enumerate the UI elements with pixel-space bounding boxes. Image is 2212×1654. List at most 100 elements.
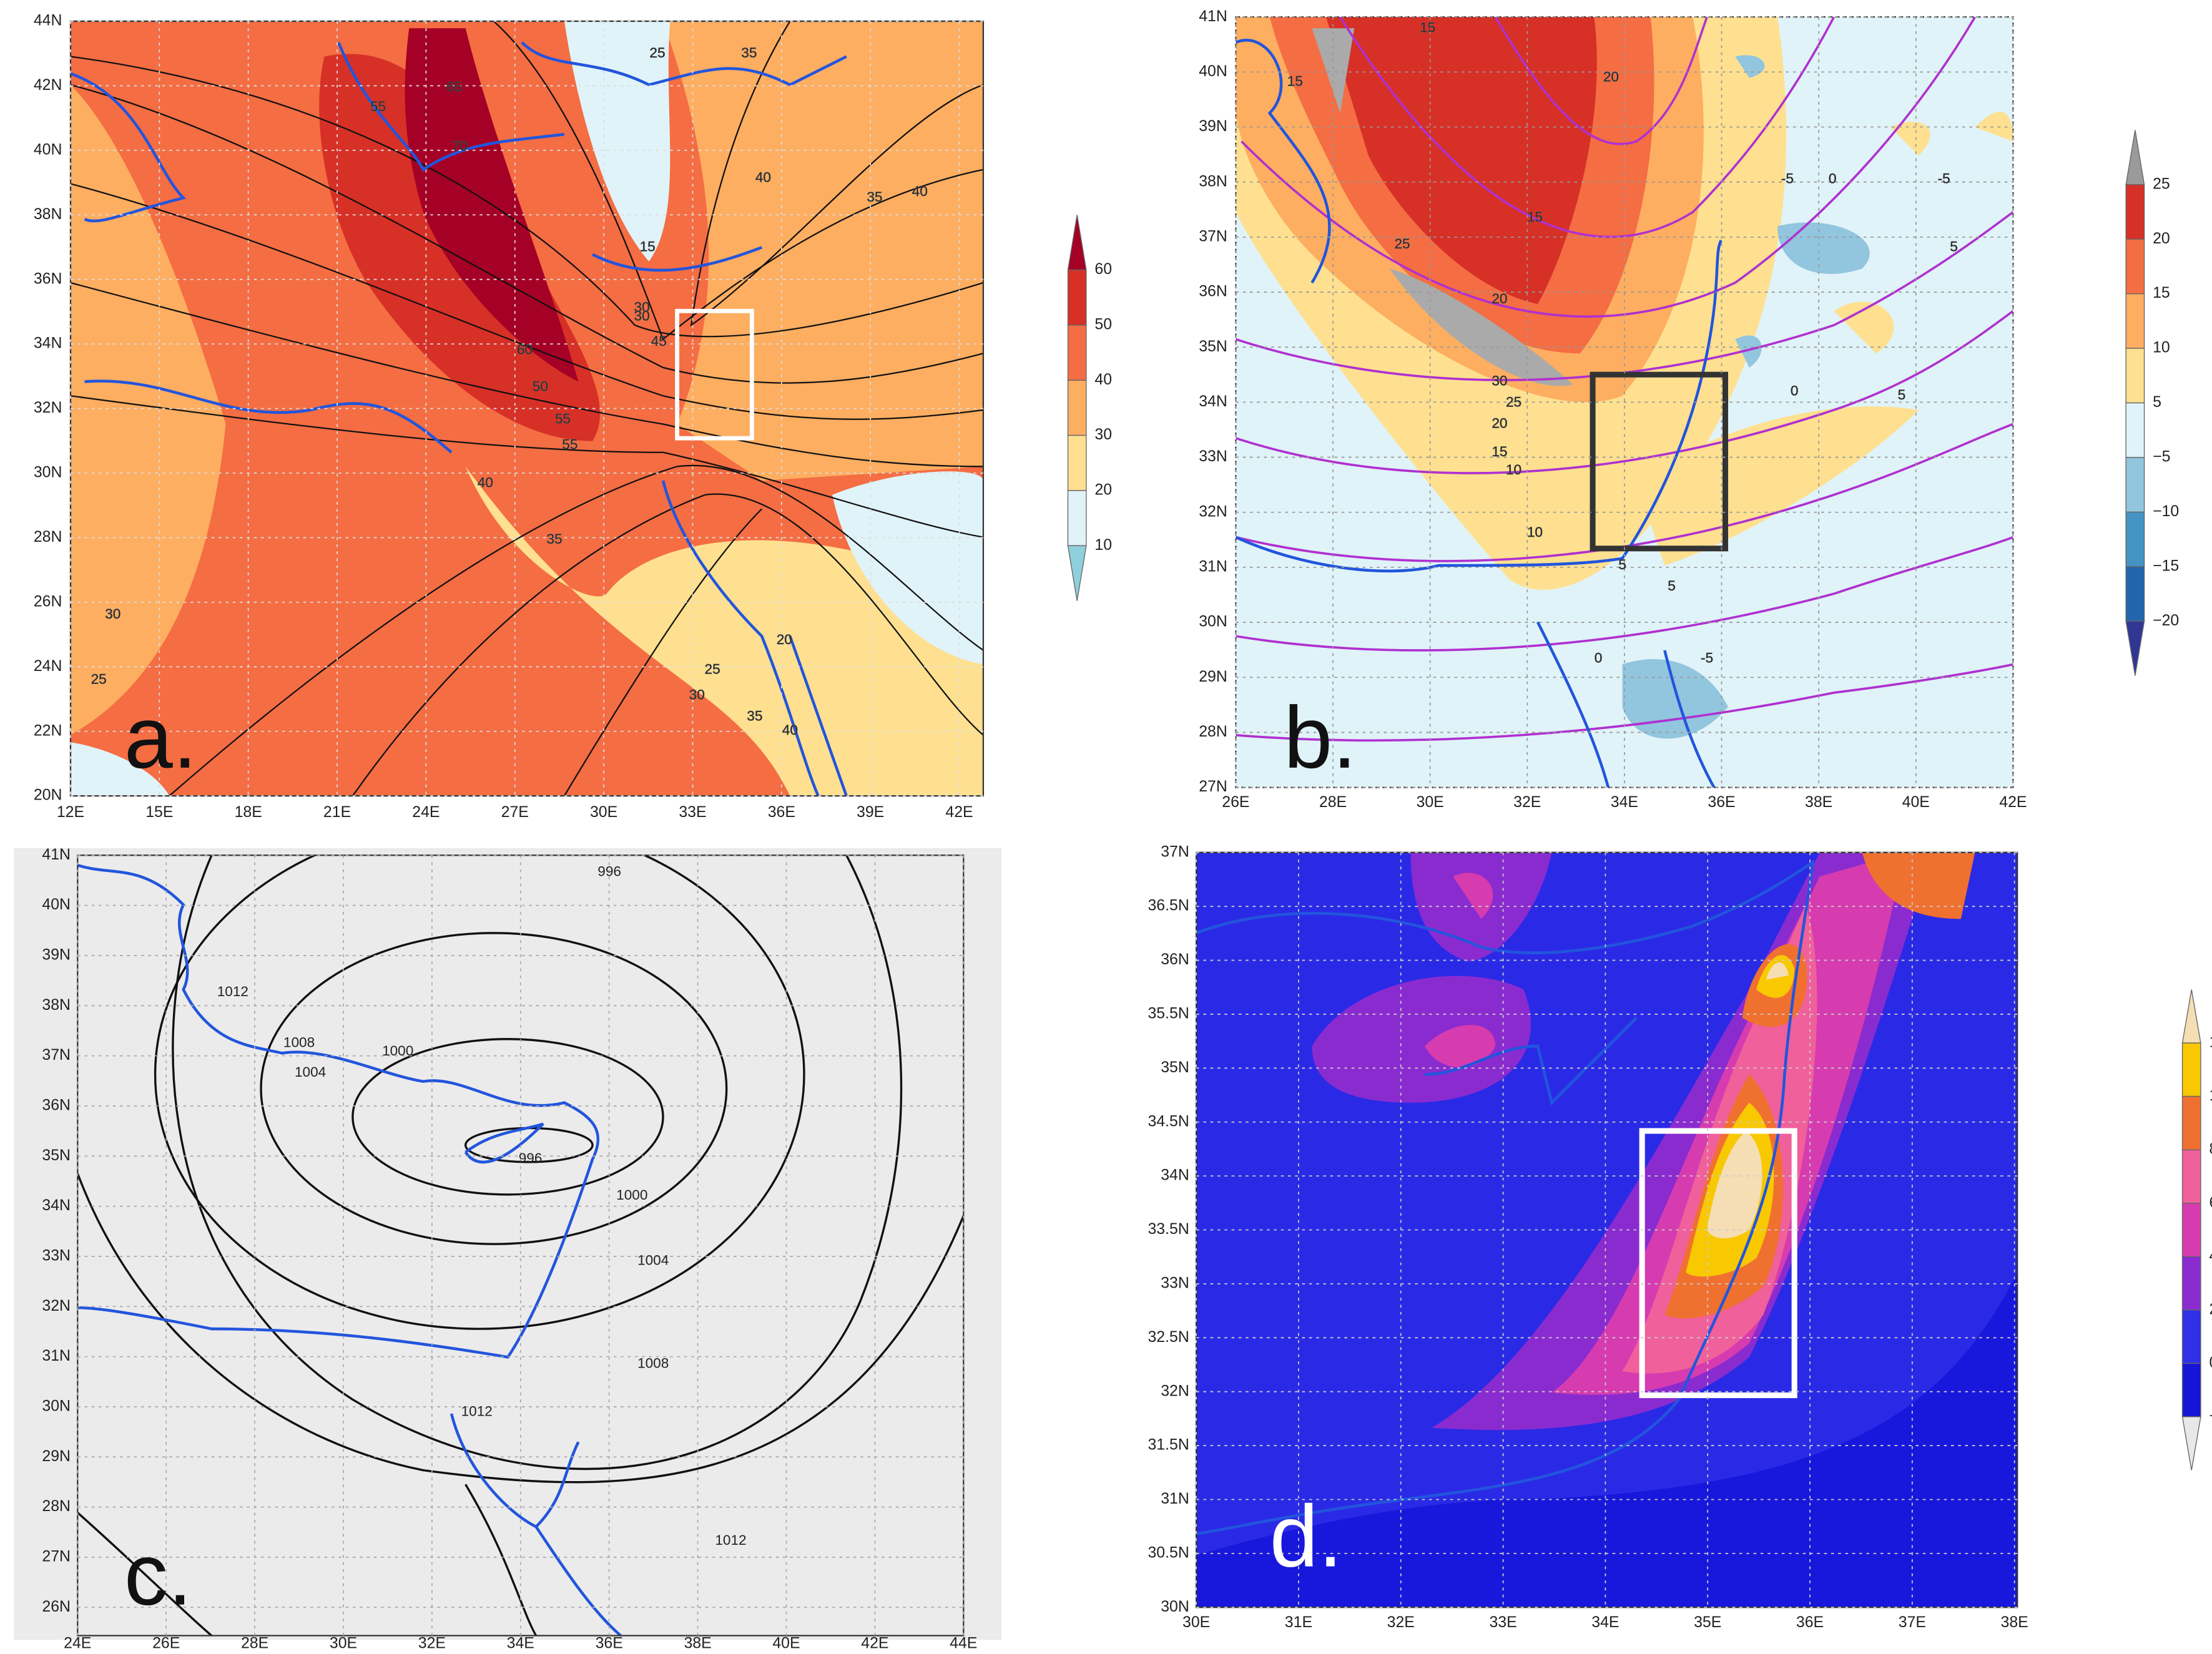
- y-tick-label: 34N: [1161, 1167, 1189, 1184]
- contour-label: 15: [640, 238, 656, 254]
- streamline: [70, 84, 983, 384]
- y-tick-label: 33N: [42, 1247, 71, 1265]
- contour-label: 45: [651, 333, 667, 349]
- box: [1590, 371, 1728, 552]
- y-tick-label: 37N: [42, 1046, 71, 1064]
- contour-label: 40: [478, 475, 493, 491]
- colorbar-label: 20: [1094, 481, 1112, 498]
- panel-label: a.: [124, 688, 197, 786]
- colorbar-segment: [2125, 620, 2145, 676]
- contour-label: 15: [1492, 444, 1507, 459]
- contour-label: 0: [1595, 650, 1603, 665]
- streamline: [1236, 211, 2013, 381]
- contour-label: 1008: [637, 1356, 669, 1371]
- y-tick-label: 40N: [42, 896, 71, 913]
- colorbar-segment: [2181, 1095, 2201, 1150]
- colorbar-label: 40: [1094, 371, 1112, 388]
- contour-label: 70: [452, 139, 468, 154]
- colorbar-label: 25: [2153, 175, 2170, 192]
- contour-label: 50: [533, 379, 548, 394]
- contour-label: 1000: [382, 1043, 413, 1059]
- coastline: [1425, 1017, 1638, 1106]
- x-tick-label: 33E: [679, 803, 706, 821]
- colorbar-label: 50: [1094, 315, 1112, 333]
- x-tick-label: 36E: [1796, 1613, 1824, 1631]
- y-tick-label: 27N: [1199, 778, 1227, 795]
- panel-a: 12E 15E 18E 21E 24E 27E 30E 33E 36E 39E 42E 20N 22N 2…: [34, 12, 1112, 821]
- x-tick-label: 34E: [507, 1635, 534, 1652]
- colorbar-label: 10: [1094, 536, 1112, 554]
- colorbar-label: 60: [1094, 260, 1112, 278]
- colorbar-segment: [1067, 434, 1087, 491]
- contour-label: 55: [370, 99, 386, 114]
- x-tick-label: 39E: [857, 803, 884, 821]
- y-tick-label: 31N: [42, 1347, 71, 1364]
- y-tick-label: 34N: [34, 335, 62, 352]
- y-tick-label: 22N: [34, 722, 62, 739]
- x-tick-label: 27E: [501, 803, 529, 821]
- streamline: [1339, 17, 1836, 238]
- y-tick-label: 36.5N: [1148, 897, 1189, 914]
- y-tick-label: 38N: [42, 996, 71, 1014]
- contour-label: 1012: [461, 1404, 493, 1419]
- y-tick-label: 33.5N: [1148, 1220, 1189, 1238]
- isobar: [260, 932, 728, 1245]
- contour-region: [465, 466, 983, 796]
- y-tick-label: 38N: [1199, 172, 1227, 190]
- colorbar-label: 12: [2209, 1034, 2212, 1051]
- x-tick-label: 32E: [418, 1635, 446, 1652]
- streamline: [1494, 17, 1708, 145]
- contour-region: [832, 471, 983, 665]
- y-tick-label: 37N: [1161, 843, 1189, 860]
- contour-label: 15: [1527, 209, 1543, 225]
- colorbar-label: 6: [2209, 1193, 2212, 1211]
- y-tick-label: 32N: [34, 399, 62, 416]
- x-tick-label: 28E: [1319, 793, 1347, 811]
- y-tick-label: 32.5N: [1148, 1328, 1189, 1346]
- colorbar-label: −0: [2209, 1407, 2212, 1425]
- colorbar-segment: [2125, 238, 2145, 295]
- x-tick-label: 32E: [1387, 1613, 1415, 1631]
- contour-label: 10: [1527, 524, 1543, 540]
- coastline: [1196, 859, 1815, 1535]
- colorbar-segment: [2181, 1203, 2201, 1257]
- y-tick-label: 33N: [1161, 1274, 1189, 1291]
- contour-region: [70, 742, 170, 796]
- x-tick-label: 42E: [945, 803, 973, 821]
- colorbar-segment: [1067, 545, 1087, 601]
- contour-label: 65: [446, 79, 462, 94]
- x-tick-label: 30E: [330, 1635, 357, 1652]
- colorbar-label: 0.5: [2209, 1354, 2212, 1371]
- map-fill: [70, 21, 983, 796]
- y-tick-label: 36N: [34, 270, 62, 287]
- y-tick-label: 32N: [1199, 502, 1227, 520]
- y-tick-label: 32N: [42, 1297, 71, 1314]
- colorbar-segment: [2181, 989, 2201, 1044]
- colorbar-segment: [2125, 130, 2145, 185]
- streamline: [1241, 17, 1976, 318]
- streamline: [351, 493, 983, 796]
- contour-region: [1325, 17, 1597, 304]
- y-tick-label: 33N: [1199, 448, 1227, 465]
- map-fill: [1196, 852, 2018, 1608]
- contour-label: 60: [517, 342, 533, 358]
- x-tick-label: 26E: [1222, 793, 1249, 811]
- x-tick-label: 30E: [1417, 793, 1444, 811]
- x-tick-label: 44E: [950, 1635, 977, 1652]
- colorbar-label: −20: [2153, 612, 2179, 629]
- x-tick-label: 30E: [590, 803, 617, 821]
- colorbar-label: −15: [2153, 557, 2179, 574]
- contour-label: 20: [1603, 69, 1619, 85]
- x-tick-label: 32E: [1513, 793, 1541, 811]
- y-tick-label: 24N: [34, 657, 62, 675]
- colorbar-label: 10: [2209, 1087, 2212, 1104]
- streamline: [1236, 663, 2013, 742]
- y-tick-label: 29N: [1199, 668, 1227, 685]
- colorbar-segment: [2181, 1363, 2201, 1417]
- y-tick-label: 31N: [1199, 557, 1227, 575]
- x-tick-label: 12E: [57, 803, 84, 821]
- streamline: [563, 508, 762, 796]
- streamline: [1236, 536, 2013, 652]
- colorbar-segment: [2125, 293, 2145, 349]
- colorbar-segment: [2125, 184, 2145, 240]
